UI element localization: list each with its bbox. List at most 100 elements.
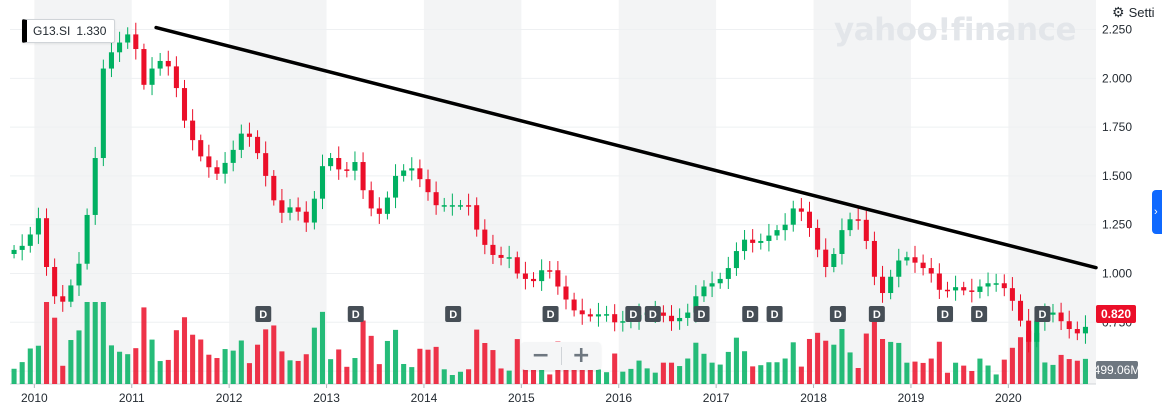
candle-body xyxy=(709,283,715,287)
volume-bar xyxy=(384,340,390,384)
volume-bar xyxy=(255,344,261,384)
volume-bar xyxy=(904,362,910,384)
volume-bar xyxy=(352,358,358,384)
y-tick-label: 1.750 xyxy=(1102,120,1132,134)
volume-bar xyxy=(108,345,114,384)
volume-bar xyxy=(238,340,244,384)
gear-icon: ⚙ xyxy=(1112,4,1125,20)
year-band xyxy=(34,0,132,384)
dividend-marker xyxy=(445,306,462,322)
candle-body xyxy=(466,205,472,207)
candle-body xyxy=(149,68,155,85)
candle-body xyxy=(969,290,975,292)
volume-bar xyxy=(1042,362,1048,384)
volume-bar xyxy=(896,342,902,384)
candle-body xyxy=(847,219,853,231)
volume-bar xyxy=(35,345,41,384)
dividend-marker-label: D xyxy=(649,309,657,321)
volume-bar xyxy=(636,360,642,384)
volume-bar xyxy=(141,307,147,384)
candle-body xyxy=(157,60,163,69)
volume-bar xyxy=(506,370,512,384)
candle-body xyxy=(181,88,188,121)
zoom-in-button[interactable]: + xyxy=(572,343,591,368)
volume-tag: 499.06M xyxy=(1096,361,1138,379)
dividend-marker xyxy=(625,306,642,322)
dividend-marker-label: D xyxy=(547,309,555,321)
dividend-marker xyxy=(742,306,759,322)
volume-bar xyxy=(157,361,163,384)
candle-body xyxy=(823,249,829,267)
volume-bar xyxy=(246,363,252,384)
dividend-marker-label: D xyxy=(771,309,779,321)
candle-body xyxy=(490,244,496,255)
zoom-out-button[interactable]: − xyxy=(531,343,550,368)
candle-body xyxy=(376,208,382,214)
ticker-price: 1.330 xyxy=(76,24,107,38)
volume-bar xyxy=(928,358,934,384)
volume-bar xyxy=(1017,337,1024,384)
candle-body xyxy=(214,167,220,174)
candle-body xyxy=(409,168,415,171)
candle-body xyxy=(831,253,837,267)
ticker-symbol: G13.SI xyxy=(33,24,71,38)
volume-bar xyxy=(100,302,106,384)
candle-body xyxy=(360,162,366,191)
y-tick-label: 1.500 xyxy=(1102,169,1132,183)
settings-button[interactable]: ⚙ Setti xyxy=(1112,4,1155,21)
volume-bar xyxy=(961,365,967,384)
candle-body xyxy=(482,229,488,245)
candle-body xyxy=(1001,283,1007,289)
expand-panel-tab[interactable]: › xyxy=(1152,190,1162,234)
volume-bar xyxy=(198,339,204,384)
year-band xyxy=(1008,0,1096,384)
volume-bar xyxy=(668,362,675,384)
volume-bar xyxy=(417,348,423,384)
year-band xyxy=(618,0,717,384)
volume-bar xyxy=(490,350,496,384)
candle-body xyxy=(417,168,423,180)
candle-body xyxy=(352,162,358,171)
volume-bar xyxy=(758,365,764,384)
volume-bar xyxy=(660,362,666,384)
volume-bar xyxy=(498,368,504,384)
candle-body xyxy=(100,68,106,159)
dividend-marker-label: D xyxy=(941,309,949,321)
volume-bar xyxy=(831,344,837,384)
volume-bar xyxy=(181,317,188,384)
candle-body xyxy=(677,317,683,322)
candle-body xyxy=(571,299,577,311)
volume-bar xyxy=(530,367,537,384)
candle-body xyxy=(514,257,520,274)
candle-body xyxy=(165,60,171,67)
volume-bar xyxy=(766,362,772,384)
volume-bar xyxy=(457,371,464,384)
volume-bar xyxy=(1026,330,1032,384)
candle-body xyxy=(725,268,731,279)
volume-bar xyxy=(725,351,731,384)
dividend-marker xyxy=(255,306,272,322)
candle-body xyxy=(888,276,894,294)
candle-body xyxy=(733,251,739,269)
candle-body xyxy=(977,286,983,292)
dividend-marker xyxy=(644,306,661,322)
candle-body xyxy=(782,224,788,231)
volume-bar xyxy=(19,362,25,384)
ticker-badge[interactable]: G13.SI 1.330 xyxy=(22,19,116,43)
candle-body xyxy=(539,270,545,282)
x-tick-label: 2018 xyxy=(800,391,827,405)
volume-bar xyxy=(612,353,618,384)
volume-bar xyxy=(790,342,796,384)
candle-body xyxy=(1066,321,1072,330)
volume-bar xyxy=(993,374,999,384)
dividend-marker-label: D xyxy=(975,309,983,321)
settings-label: Setti xyxy=(1128,5,1155,20)
candle-body xyxy=(246,133,252,137)
candle-body xyxy=(839,230,845,254)
volume-bar xyxy=(709,362,715,384)
volume-bar xyxy=(733,337,739,384)
volume-bar xyxy=(149,339,155,384)
volume-bar xyxy=(685,358,691,384)
candle-body xyxy=(344,169,350,171)
